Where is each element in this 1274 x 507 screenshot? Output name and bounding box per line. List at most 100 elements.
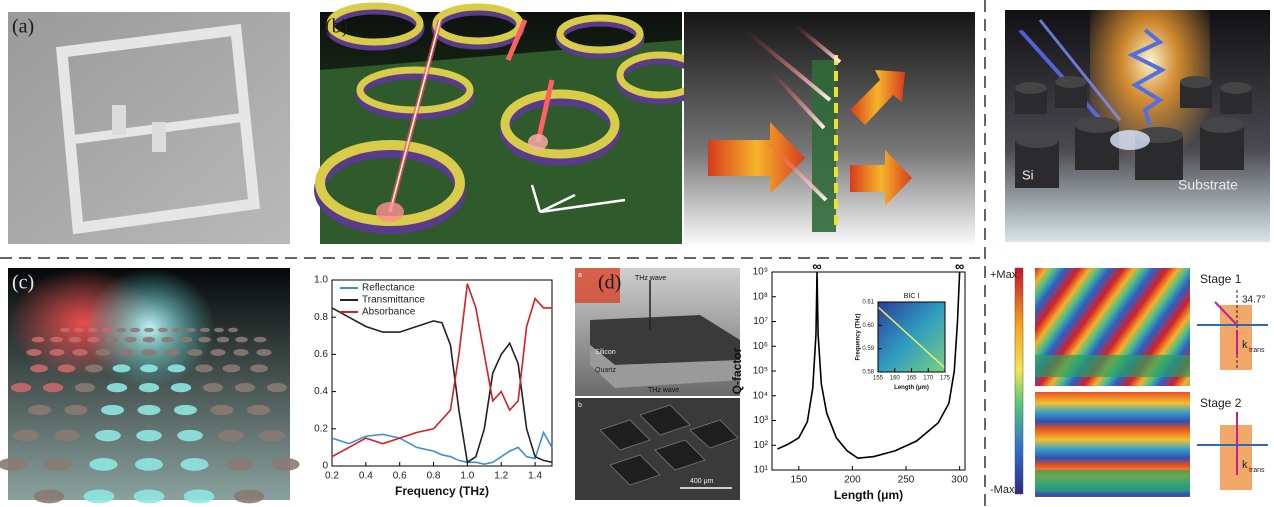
disk	[247, 405, 270, 415]
y-tick-label: 10⁴	[753, 390, 768, 401]
x-tick-label: 1.0	[460, 471, 474, 482]
panel-e-part-part	[1075, 117, 1119, 133]
disk	[13, 430, 39, 442]
silicon-label: Silicon	[595, 349, 616, 356]
x-tick-label: 0.8	[427, 471, 441, 482]
disk	[164, 349, 179, 356]
y-tick-label: 0.6	[314, 349, 328, 360]
wave-label: THz wave	[635, 275, 666, 282]
wave-label: THz wave	[648, 387, 679, 394]
x-tick-label: 1.2	[494, 471, 508, 482]
disk	[134, 489, 165, 503]
disk	[135, 458, 163, 471]
disk	[89, 458, 117, 471]
stage-label: Stage 2	[1200, 396, 1242, 410]
disk	[256, 349, 271, 356]
y-tick-label: 0.61	[862, 300, 874, 306]
k-sub-label: trans	[1249, 347, 1265, 354]
angle-label: 34.7°	[1242, 295, 1265, 306]
disk	[259, 430, 285, 442]
disk	[187, 349, 202, 356]
panel-e-part	[1110, 130, 1150, 150]
disk	[140, 364, 158, 372]
disk	[58, 364, 76, 372]
y-tick-label: 10⁸	[753, 291, 768, 302]
disk	[186, 328, 196, 333]
disk	[203, 383, 223, 392]
legend-label: Transmittance	[362, 295, 425, 306]
disk	[75, 383, 95, 392]
panel-e-part-part	[1015, 82, 1047, 94]
disk	[161, 337, 174, 343]
panel-label: (b)	[325, 16, 348, 38]
disk	[233, 349, 248, 356]
field-maps-part	[1015, 268, 1023, 494]
disk	[49, 349, 64, 356]
y-tick-label: 0.59	[862, 346, 874, 352]
disk	[168, 364, 186, 372]
panel-e-part-part	[1015, 132, 1059, 148]
k-sub-label: trans	[1249, 467, 1265, 474]
disk	[184, 489, 215, 503]
y-tick-label: 10⁷	[753, 316, 768, 327]
disk	[172, 328, 182, 333]
x-tick-label: 150	[790, 475, 807, 486]
x-tick-label: 0.2	[325, 471, 339, 482]
disk	[195, 364, 213, 372]
x-tick-label: 165	[906, 376, 917, 382]
y-axis-label: Frequency (THz)	[856, 313, 862, 360]
y-tick-label: 10¹	[754, 465, 769, 476]
disk	[72, 349, 87, 356]
disk	[102, 328, 112, 333]
disk	[158, 328, 168, 333]
disk	[138, 405, 161, 415]
x-axis-label: Length (μm)	[894, 385, 929, 391]
x-tick-label: 250	[898, 475, 915, 486]
disk	[174, 405, 197, 415]
disk	[210, 349, 225, 356]
field-maps-part	[1035, 355, 1190, 377]
field-maps-part	[1035, 470, 1190, 492]
k-label: k	[1242, 459, 1248, 471]
x-axis-label: Length (μm)	[834, 488, 903, 502]
k-label: k	[1242, 339, 1248, 351]
x-tick-label: 0.4	[359, 471, 373, 482]
panel-label: (e)	[1010, 14, 1032, 36]
panel-e-part-part	[1055, 76, 1087, 88]
y-tick-label: 10⁵	[753, 366, 768, 377]
disk	[84, 489, 115, 503]
panel-b-part	[376, 202, 404, 222]
disk	[254, 337, 267, 343]
y-tick-label: 0.2	[314, 423, 328, 434]
annotation: ∞	[812, 258, 821, 273]
disk	[198, 337, 211, 343]
legend-label: Absorbance	[362, 307, 416, 318]
panel-e-part-part	[1200, 117, 1244, 133]
disk	[65, 405, 88, 415]
min-label: -Max.	[990, 484, 1018, 496]
disk	[26, 349, 41, 356]
disk	[141, 349, 156, 356]
disk	[95, 430, 121, 442]
y-tick-label: 0.4	[314, 386, 328, 397]
disk	[214, 328, 224, 333]
field-maps	[1015, 268, 1268, 497]
disk	[180, 458, 208, 471]
panel-b-right	[684, 12, 975, 244]
disk	[74, 328, 84, 333]
panel-a-part	[152, 122, 166, 152]
x-tick-label: 155	[873, 376, 884, 382]
disk	[11, 383, 31, 392]
disk	[177, 430, 203, 442]
figure: (a) (b)	[0, 0, 1274, 507]
disk	[88, 328, 98, 333]
y-tick-label: 10⁶	[753, 341, 768, 352]
disk	[30, 364, 48, 372]
disk	[144, 328, 154, 333]
panel-d	[575, 268, 740, 500]
disk	[271, 458, 299, 471]
disk	[211, 405, 234, 415]
disk	[235, 383, 255, 392]
y-tick-label: 0	[322, 461, 328, 472]
disk	[250, 364, 268, 372]
